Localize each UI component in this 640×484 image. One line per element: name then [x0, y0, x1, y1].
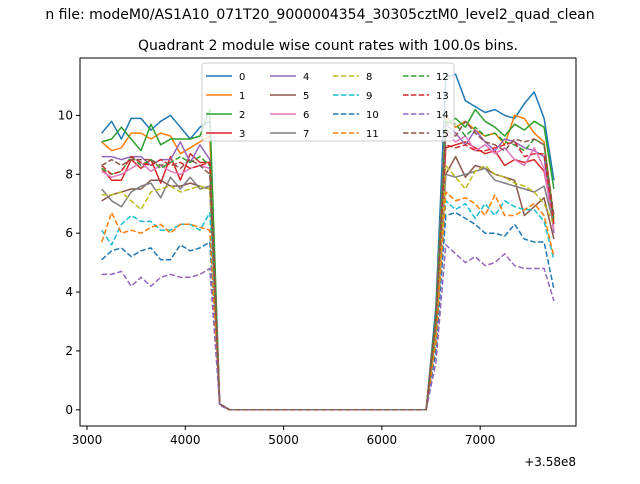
- legend-label-11: 11: [366, 129, 379, 140]
- legend-label-1: 1: [239, 91, 245, 102]
- legend-label-5: 5: [303, 91, 309, 102]
- legend-label-6: 6: [303, 110, 309, 121]
- x-offset-label: +3.58e8: [524, 455, 576, 469]
- legend-label-15: 15: [436, 129, 449, 140]
- legend-label-2: 2: [239, 110, 245, 121]
- x-tick-label: 4000: [170, 433, 201, 447]
- legend-box: [201, 62, 455, 142]
- series-line-3: [101, 141, 555, 411]
- legend-label-4: 4: [303, 72, 309, 83]
- legend-label-13: 13: [436, 91, 449, 102]
- series-line-15: [101, 120, 555, 411]
- series-line-6: [101, 132, 555, 411]
- y-tick-label: 10: [58, 108, 73, 122]
- series-line-8: [101, 164, 555, 411]
- axes-frame: [79, 57, 577, 427]
- legend-label-7: 7: [303, 129, 309, 140]
- legend-label-10: 10: [366, 110, 379, 121]
- series-line-5: [101, 155, 555, 411]
- legend-label-9: 9: [366, 91, 372, 102]
- legend-label-14: 14: [436, 110, 449, 121]
- figure-suptitle: n file: modeM0/AS1A10_071T20_9000004354_…: [45, 7, 594, 23]
- x-tick-label: 7000: [465, 433, 496, 447]
- y-axis: 0 2 4 6 8 10: [58, 108, 80, 417]
- chart-title: Quadrant 2 module wise count rates with …: [138, 38, 518, 54]
- x-tick-label: 5000: [268, 433, 299, 447]
- plot-area: [100, 73, 555, 411]
- y-tick-label: 6: [65, 226, 73, 240]
- x-tick-label: 6000: [367, 433, 398, 447]
- y-tick-label: 2: [65, 344, 73, 358]
- legend-label-0: 0: [239, 72, 245, 83]
- legend-label-8: 8: [366, 72, 372, 83]
- series-line-13: [101, 141, 555, 411]
- x-tick-label: 3000: [72, 433, 103, 447]
- y-tick-label: 8: [65, 167, 73, 181]
- series-line-14: [101, 244, 555, 411]
- legend-label-3: 3: [239, 129, 245, 140]
- x-axis: 3000 4000 5000 6000 7000: [72, 426, 496, 447]
- legend-label-12: 12: [436, 72, 449, 83]
- y-tick-label: 4: [65, 285, 73, 299]
- series-line-10: [101, 211, 555, 411]
- y-tick-label: 0: [65, 403, 73, 417]
- series-line-11: [100, 191, 555, 411]
